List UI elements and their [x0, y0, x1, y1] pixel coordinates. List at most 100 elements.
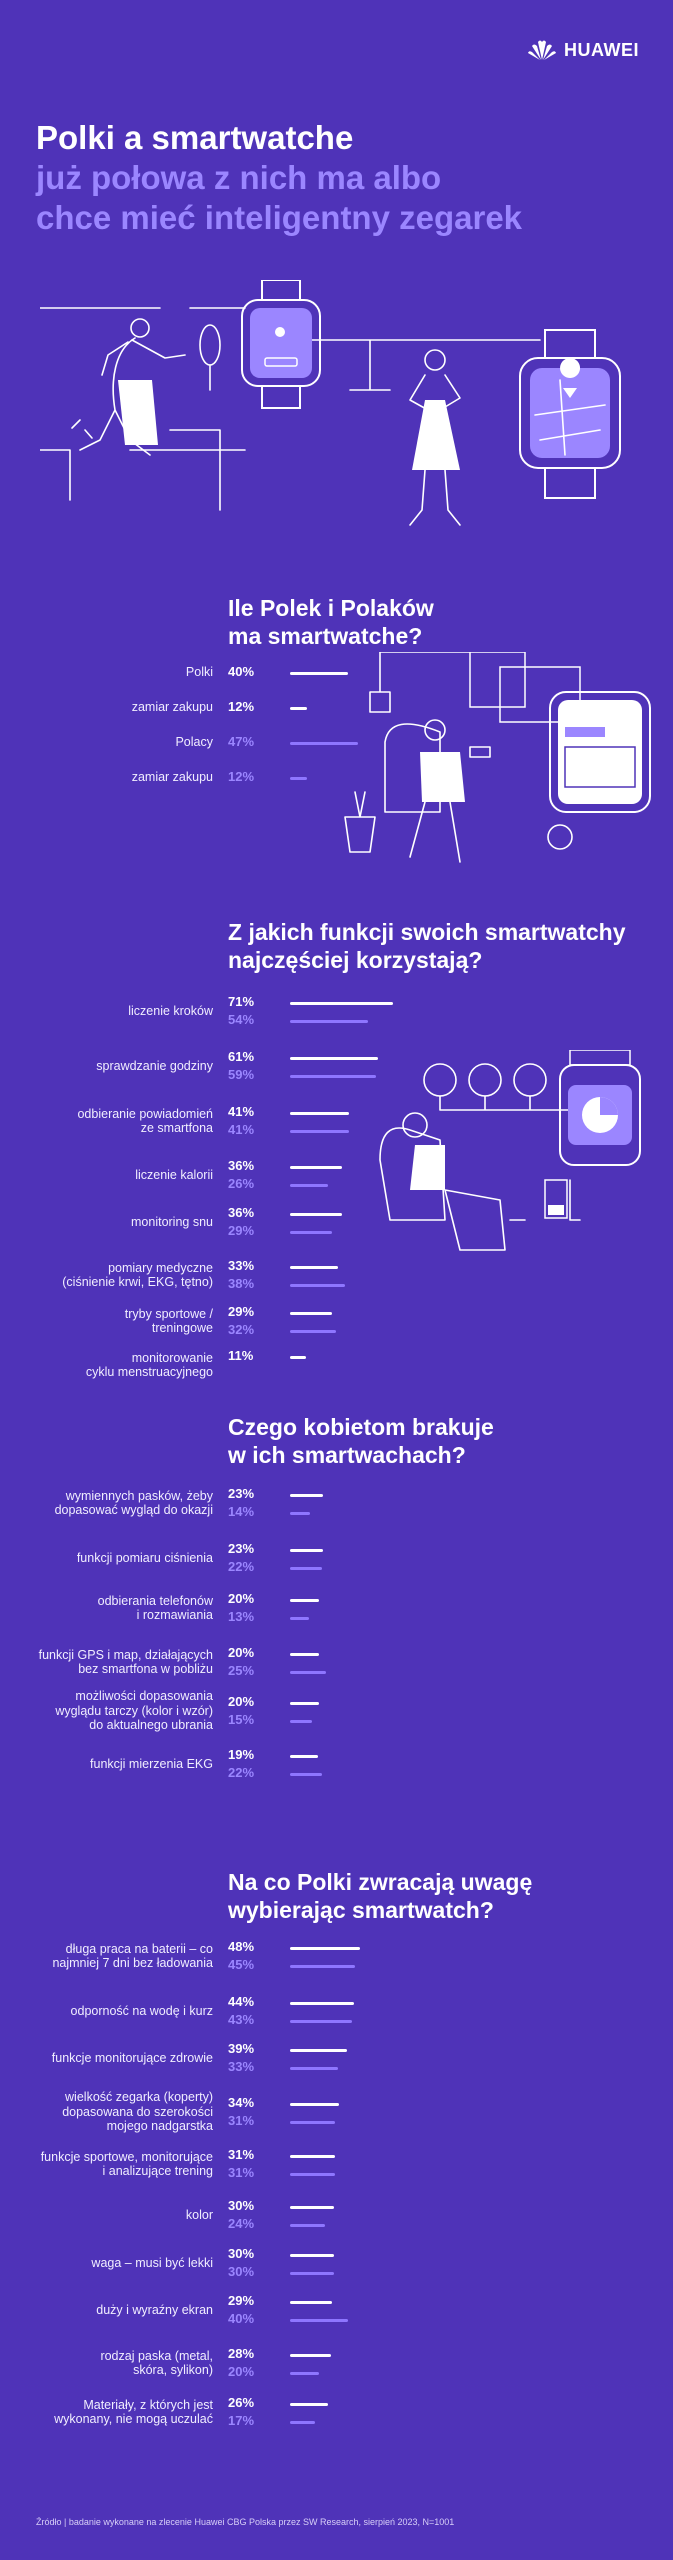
value-label: 44% [228, 1994, 255, 2009]
category-label: Materiały, z których jest wykonany, nie m… [54, 2398, 213, 2427]
section2-title-line1: Z jakich funkcji swoich smartwatchy [228, 919, 626, 945]
value-label: 26% [228, 2395, 255, 2410]
value-label: 23% [228, 1541, 255, 1556]
bar [290, 777, 308, 780]
category-label-line: duży i wyraźny ekran [96, 2302, 213, 2317]
bar [290, 1112, 350, 1115]
value-label: 31% [228, 2113, 255, 2128]
bar [290, 1567, 322, 1570]
value-label: 17% [228, 2413, 255, 2428]
value-label: 14% [228, 1504, 255, 1519]
category-label-line: funkcje sportowe, monitorujące [40, 2149, 213, 2164]
category-label: wymiennych pasków, żeby dopasować wygląd … [55, 1489, 213, 1518]
source-footnote: Źródło | badanie wykonane na zlecenie Hu… [36, 2517, 455, 2527]
value-label: 23% [228, 1486, 255, 1501]
category-label-line: monitoring snu [131, 1214, 213, 1229]
category-label-line: liczenie kroków [128, 1003, 213, 1018]
bar [290, 2155, 335, 2158]
huawei-logo: HUAWEI [527, 38, 639, 62]
bar [290, 672, 348, 675]
bar [290, 2421, 315, 2424]
category-label-line: ze smartfona [140, 1121, 213, 1135]
category-label: możliwości dopasowania wyglądu tarczy (ko… [55, 1689, 213, 1733]
category-label-line: wyglądu tarczy (kolor i wzór) [55, 1703, 213, 1718]
value-label: 22% [228, 1765, 255, 1780]
category-label: odbieranie powiadomień ze smartfona [77, 1107, 213, 1136]
value-label: 30% [228, 2264, 255, 2279]
category-label-line: liczenie kalorii [135, 1167, 213, 1182]
bar [290, 1266, 338, 1269]
bar [290, 1965, 356, 1968]
bar [290, 1720, 312, 1723]
bar [290, 742, 359, 745]
section2-illustration [379, 1050, 641, 1251]
value-label: 40% [228, 2311, 255, 2326]
bar [290, 1231, 333, 1234]
bar [290, 1330, 337, 1333]
category-label: długa praca na baterii – co najmniej 7 dn… [52, 1942, 213, 1971]
bar [290, 2272, 334, 2275]
category-label-line: długa praca na baterii – co [65, 1941, 213, 1956]
category-label: monitorowanie cyklu menstruacyjnego [86, 1351, 213, 1380]
category-label-line: wymiennych pasków, żeby [65, 1488, 213, 1503]
category-label: funkcje sportowe, monitorujące i analizuj… [41, 2150, 213, 2179]
value-label: 19% [228, 1747, 255, 1762]
bar [290, 1671, 327, 1674]
category-label: kolor [186, 2208, 213, 2223]
category-label-line: (ciśnienie krwi, EKG, tętno) [62, 1275, 213, 1289]
category-label: waga – musi być lekki [91, 2256, 213, 2271]
value-label: 48% [228, 1939, 255, 1954]
bar [290, 1494, 324, 1497]
bar [290, 1213, 343, 1216]
category-label: Polacy [175, 735, 213, 749]
value-label: 41% [228, 1104, 255, 1119]
value-label: 31% [228, 2165, 255, 2180]
section1-title-line2: ma smartwatche? [228, 623, 423, 649]
category-label-line: bez smartfona w pobliżu [78, 1662, 213, 1676]
bar [290, 2049, 347, 2052]
category-label-line: cyklu menstruacyjnego [85, 1365, 213, 1379]
brand-name: HUAWEI [564, 39, 639, 60]
value-label: 54% [228, 1012, 255, 1027]
section3-title-line2: w ich smartwachach? [228, 1442, 466, 1468]
bar [290, 1617, 309, 1620]
category-label-line: monitorowanie [131, 1350, 213, 1365]
category-label-line: najmniej 7 dni bez ładowania [52, 1956, 213, 1970]
bar [290, 1312, 333, 1315]
value-label: 20% [228, 2364, 255, 2379]
bar [290, 2002, 354, 2005]
category-label-line: wielkość zegarka (koperty) [65, 2090, 213, 2105]
category-label-line: funkcji GPS i map, działających [38, 1647, 213, 1662]
category-label-line: dopasowana do szerokości [62, 2104, 213, 2119]
category-label-line: skóra, sylikon) [133, 2363, 213, 2377]
category-label: rodzaj paska (metal, skóra, sylikon) [100, 2349, 213, 2378]
section1-illustration [344, 652, 651, 863]
bar [290, 1075, 376, 1078]
value-label: 29% [228, 2293, 255, 2308]
category-label: zamiar zakupu [131, 770, 213, 784]
bar [290, 2103, 340, 2106]
value-label: 34% [228, 2095, 255, 2110]
hero-line-3: chce mieć inteligentny zegarek [36, 199, 523, 236]
bar [290, 1773, 322, 1776]
category-label: sprawdzanie godziny [96, 1059, 213, 1074]
category-label-line: do aktualnego ubrania [89, 1718, 213, 1733]
category-label: odporność na wodę i kurz [71, 2004, 213, 2019]
bar [290, 2173, 335, 2176]
hero-title: Polki a smartwatche już połowa z nich ma… [36, 118, 596, 238]
category-label-line: waga – musi być lekki [91, 2255, 213, 2270]
category-label: monitoring snu [131, 1215, 213, 1230]
section1-title-line1: Ile Polek i Polaków [228, 595, 434, 621]
value-label: 36% [228, 1205, 255, 1220]
category-label: liczenie kroków [128, 1004, 213, 1019]
category-label-line: odporność na wodę i kurz [70, 2003, 213, 2018]
value-label: 33% [228, 1258, 255, 1273]
bar [290, 2020, 353, 2023]
value-label: 11% [228, 1348, 254, 1363]
bar [290, 2254, 334, 2257]
section4-title: Na co Polki zwracają uwagę wybierając sm… [228, 1868, 648, 1924]
value-label: 32% [228, 1322, 255, 1337]
category-label: duży i wyraźny ekran [96, 2303, 213, 2318]
value-label: 61% [228, 1049, 255, 1064]
bar [290, 2403, 328, 2406]
